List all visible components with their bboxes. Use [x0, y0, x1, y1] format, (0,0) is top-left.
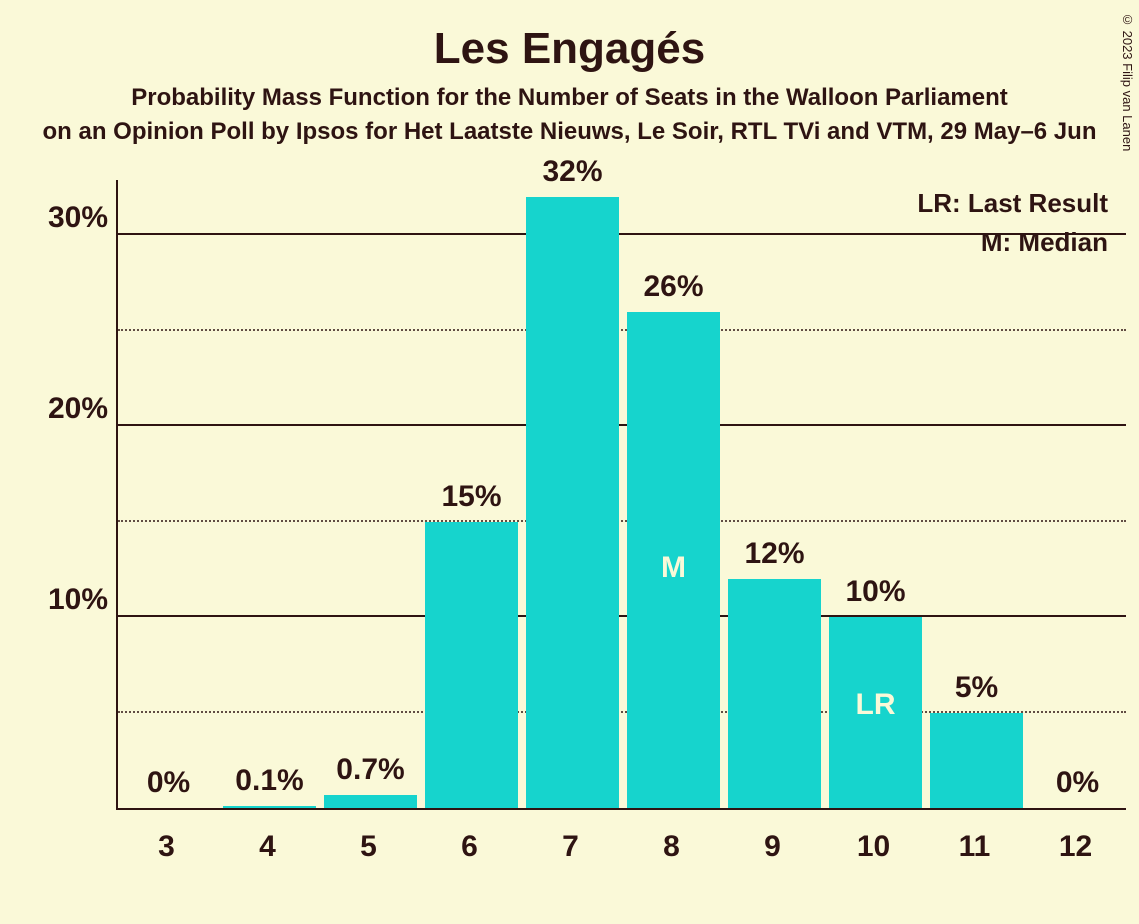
x-tick-label: 4 — [259, 830, 276, 864]
chart-title: Les Engagés — [0, 24, 1139, 74]
bar-value-label: 0.1% — [235, 764, 303, 798]
chart-area: 10%20%30% LR: Last Result M: Median 0%0.… — [56, 180, 1126, 880]
bar — [425, 522, 518, 808]
y-tick-label: 10% — [48, 583, 108, 617]
bar — [728, 579, 821, 808]
bar-value-label: 0% — [147, 766, 190, 800]
x-tick-label: 10 — [857, 830, 890, 864]
bar-value-label: 10% — [845, 575, 905, 609]
title-block: Les Engagés Probability Mass Function fo… — [0, 0, 1139, 146]
bar-value-label: 32% — [542, 155, 602, 189]
x-tick-label: 5 — [360, 830, 377, 864]
bar-value-label: 0% — [1056, 766, 1099, 800]
y-tick-label: 30% — [48, 201, 108, 235]
bar-tag: M — [661, 551, 686, 585]
bar — [223, 806, 316, 808]
bars-container: 0%0.1%0.7%15%32%26%M12%10%LR5%0% — [118, 180, 1126, 808]
x-tick-label: 8 — [663, 830, 680, 864]
plot-area: LR: Last Result M: Median 0%0.1%0.7%15%3… — [116, 180, 1126, 810]
bar-value-label: 0.7% — [336, 753, 404, 787]
x-tick-label: 11 — [959, 830, 991, 864]
y-tick-label: 20% — [48, 392, 108, 426]
bar-tag: LR — [856, 688, 896, 722]
chart-subsubtitle: on an Opinion Poll by Ipsos for Het Laat… — [0, 118, 1139, 146]
bar — [526, 197, 619, 808]
x-tick-label: 9 — [764, 830, 781, 864]
x-tick-label: 12 — [1059, 830, 1092, 864]
x-tick-label: 6 — [461, 830, 478, 864]
x-axis-labels: 3 4 5 6 7 8 9 10 11 12 — [116, 820, 1126, 870]
bar — [324, 795, 417, 808]
x-tick-label: 3 — [158, 830, 175, 864]
bar-value-label: 15% — [441, 480, 501, 514]
bar-value-label: 12% — [744, 537, 804, 571]
bar-value-label: 5% — [955, 671, 998, 705]
copyright-text: © 2023 Filip van Lanen — [1120, 12, 1135, 151]
y-axis-labels: 10%20%30% — [56, 180, 116, 810]
bar-value-label: 26% — [643, 270, 703, 304]
bar — [930, 713, 1023, 808]
x-tick-label: 7 — [562, 830, 579, 864]
chart-subtitle: Probability Mass Function for the Number… — [0, 84, 1139, 112]
